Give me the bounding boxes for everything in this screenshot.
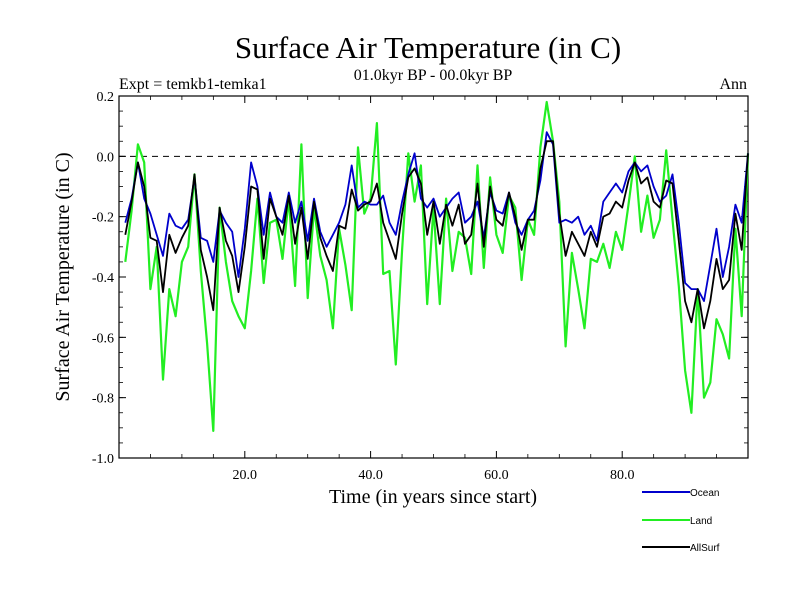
y-tick-label: -0.6 xyxy=(92,331,114,346)
series-group xyxy=(124,100,750,432)
legend: Ocean Land AllSurf xyxy=(642,488,720,554)
x-tick-label: 20.0 xyxy=(233,468,258,483)
y-axis: -1.0 -0.8 -0.6 -0.4 -0.2 0.0 0.2 xyxy=(92,90,748,467)
y-tick-label: -0.2 xyxy=(92,211,114,226)
legend-label-ocean: Ocean xyxy=(690,488,719,499)
legend-label-allsurf: AllSurf xyxy=(690,543,720,554)
x-tick-label: 40.0 xyxy=(358,468,383,483)
x-axis-label: Time (in years since start) xyxy=(329,486,537,508)
y-tick-label: -0.4 xyxy=(92,271,114,286)
y-axis-label: Surface Air Temperature (in C) xyxy=(52,152,74,401)
legend-label-land: Land xyxy=(690,516,712,527)
y-tick-label: 0.2 xyxy=(97,90,115,105)
series-line-land xyxy=(124,100,750,432)
series-line-allsurf xyxy=(124,140,749,330)
y-tick-label: 0.0 xyxy=(97,150,115,165)
experiment-label: Expt = temkb1-temka1 xyxy=(119,76,267,93)
x-tick-label: 80.0 xyxy=(610,468,635,483)
y-tick-label: -0.8 xyxy=(92,392,114,407)
x-axis: 20.0 40.0 60.0 80.0 xyxy=(150,96,717,483)
series-line-ocean xyxy=(124,131,749,303)
chart-title: Surface Air Temperature (in C) xyxy=(235,30,621,65)
season-label: Ann xyxy=(719,76,747,93)
y-tick-label: -1.0 xyxy=(92,452,114,467)
chart-subtitle: 01.0kyr BP - 00.0kyr BP xyxy=(354,67,513,84)
x-tick-label: 60.0 xyxy=(484,468,509,483)
